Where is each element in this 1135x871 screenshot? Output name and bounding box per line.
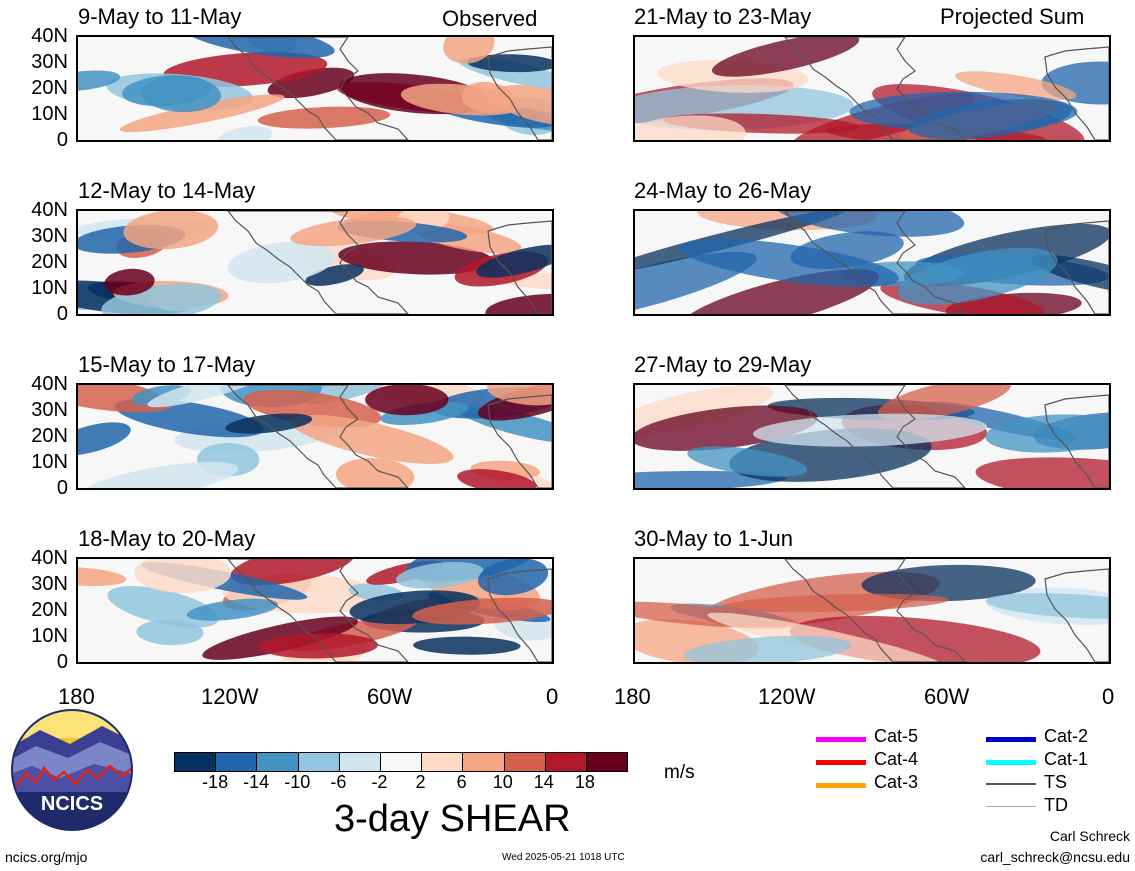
- shear-map: [633, 35, 1111, 142]
- y-tick-label: 40N: [31, 25, 68, 47]
- footer-email[interactable]: carl_schreck@ncsu.edu: [980, 849, 1130, 865]
- y-tick-label: 0: [56, 477, 68, 499]
- legend-line-cat-2: [986, 737, 1036, 742]
- colorbar-segment: [503, 753, 545, 771]
- shear-map: [633, 557, 1111, 664]
- y-tick-label: 40N: [31, 547, 68, 569]
- shear-map: [76, 557, 554, 664]
- y-tick-label: 10N: [31, 277, 68, 299]
- colorbar: [174, 752, 628, 772]
- footer-author: Carl Schreck: [1049, 828, 1130, 844]
- colorbar-tick-label: 6: [456, 772, 467, 792]
- colorbar-tick-label: -10: [284, 772, 311, 792]
- colorbar-tick-label: 10: [492, 772, 513, 792]
- ncics-logo: NCICS: [10, 708, 134, 832]
- panel-title: 30-May to 1-Jun: [634, 526, 793, 551]
- shear-map: [633, 209, 1111, 316]
- colorbar-segment: [421, 753, 463, 771]
- legend-label: TS: [1044, 772, 1068, 792]
- coastline: [227, 211, 552, 314]
- colorbar-segment: [338, 753, 380, 771]
- shear-map: [76, 383, 554, 490]
- colorbar-segment: [544, 753, 586, 771]
- panel-tag: Projected Sum: [940, 4, 1085, 29]
- colorbar-tick-label: 18: [574, 772, 595, 792]
- panel-title: 12-May to 14-May: [78, 178, 256, 203]
- colorbar-segment: [297, 753, 339, 771]
- coastline: [784, 37, 1109, 140]
- y-tick-label: 30N: [31, 225, 68, 247]
- legend-label: Cat-5: [874, 726, 919, 746]
- colorbar-segment: [175, 753, 216, 771]
- shear-map: [76, 35, 554, 142]
- colorbar-segment: [585, 753, 628, 771]
- y-tick-label: 40N: [31, 199, 68, 221]
- colorbar-segment: [215, 753, 257, 771]
- x-tick-label: 120W: [201, 684, 259, 709]
- coastline: [227, 559, 552, 662]
- legend-line-ts: [986, 783, 1036, 785]
- y-tick-label: 10N: [31, 103, 68, 125]
- legend-label: TD: [1044, 795, 1068, 815]
- legend-line-cat-3: [816, 783, 866, 788]
- footer-url[interactable]: ncics.org/mjo: [5, 849, 88, 865]
- colorbar-segment: [379, 753, 422, 771]
- coastline: [784, 211, 1109, 314]
- colorbar-segment: [256, 753, 298, 771]
- x-tick-label: 60W: [924, 684, 970, 709]
- legend-line-cat-5: [816, 737, 866, 742]
- shear-map: [76, 209, 554, 316]
- x-tick-label: 0: [1102, 684, 1115, 709]
- y-tick-label: 10N: [31, 451, 68, 473]
- y-tick-label: 20N: [31, 77, 68, 99]
- y-tick-label: 10N: [31, 625, 68, 647]
- legend-label: Cat-4: [874, 749, 919, 769]
- y-tick-label: 20N: [31, 425, 68, 447]
- footer-timestamp: Wed 2025-05-21 1018 UTC: [502, 852, 625, 863]
- y-tick-label: 0: [56, 303, 68, 325]
- legend-line-td: [986, 806, 1036, 807]
- colorbar-tick-label: 2: [415, 772, 426, 792]
- units-label: m/s: [664, 762, 695, 783]
- coastline: [784, 559, 1109, 662]
- colorbar-segment: [462, 753, 504, 771]
- y-tick-label: 30N: [31, 399, 68, 421]
- x-tick-label: 60W: [367, 684, 413, 709]
- colorbar-tick-label: -18: [202, 772, 229, 792]
- panel-title: 27-May to 29-May: [634, 352, 812, 377]
- y-tick-label: 20N: [31, 251, 68, 273]
- chart-title: 3-day SHEAR: [334, 798, 571, 840]
- y-tick-label: 0: [56, 651, 68, 673]
- x-tick-label: 180: [614, 684, 651, 709]
- svg-text:NCICS: NCICS: [41, 793, 103, 815]
- colorbar-tick-label: -6: [330, 772, 347, 792]
- panel-title: 24-May to 26-May: [634, 178, 812, 203]
- y-tick-label: 20N: [31, 599, 68, 621]
- legend-label: Cat-1: [1044, 749, 1089, 769]
- panel-title: 9-May to 11-May: [78, 4, 242, 29]
- y-tick-label: 30N: [31, 51, 68, 73]
- legend-line-cat-4: [816, 760, 866, 765]
- y-tick-label: 40N: [31, 373, 68, 395]
- x-tick-label: 120W: [758, 684, 816, 709]
- coastline: [784, 385, 1109, 488]
- shear-map: [633, 383, 1111, 490]
- panel-title: 15-May to 17-May: [78, 352, 256, 377]
- coastline: [227, 385, 552, 488]
- colorbar-tick-label: -2: [371, 772, 388, 792]
- x-tick-label: 0: [546, 684, 559, 709]
- y-tick-label: 0: [56, 129, 68, 151]
- panel-title: 18-May to 20-May: [78, 526, 256, 551]
- colorbar-tick-label: 14: [533, 772, 554, 792]
- coastline: [227, 37, 552, 140]
- legend-line-cat-1: [986, 760, 1036, 765]
- y-tick-label: 30N: [31, 573, 68, 595]
- colorbar-tick-label: -14: [243, 772, 270, 792]
- legend-label: Cat-3: [874, 772, 919, 792]
- x-tick-label: 180: [58, 684, 95, 709]
- legend-label: Cat-2: [1044, 726, 1089, 746]
- panel-tag: Observed: [442, 6, 538, 31]
- panel-title: 21-May to 23-May: [634, 4, 812, 29]
